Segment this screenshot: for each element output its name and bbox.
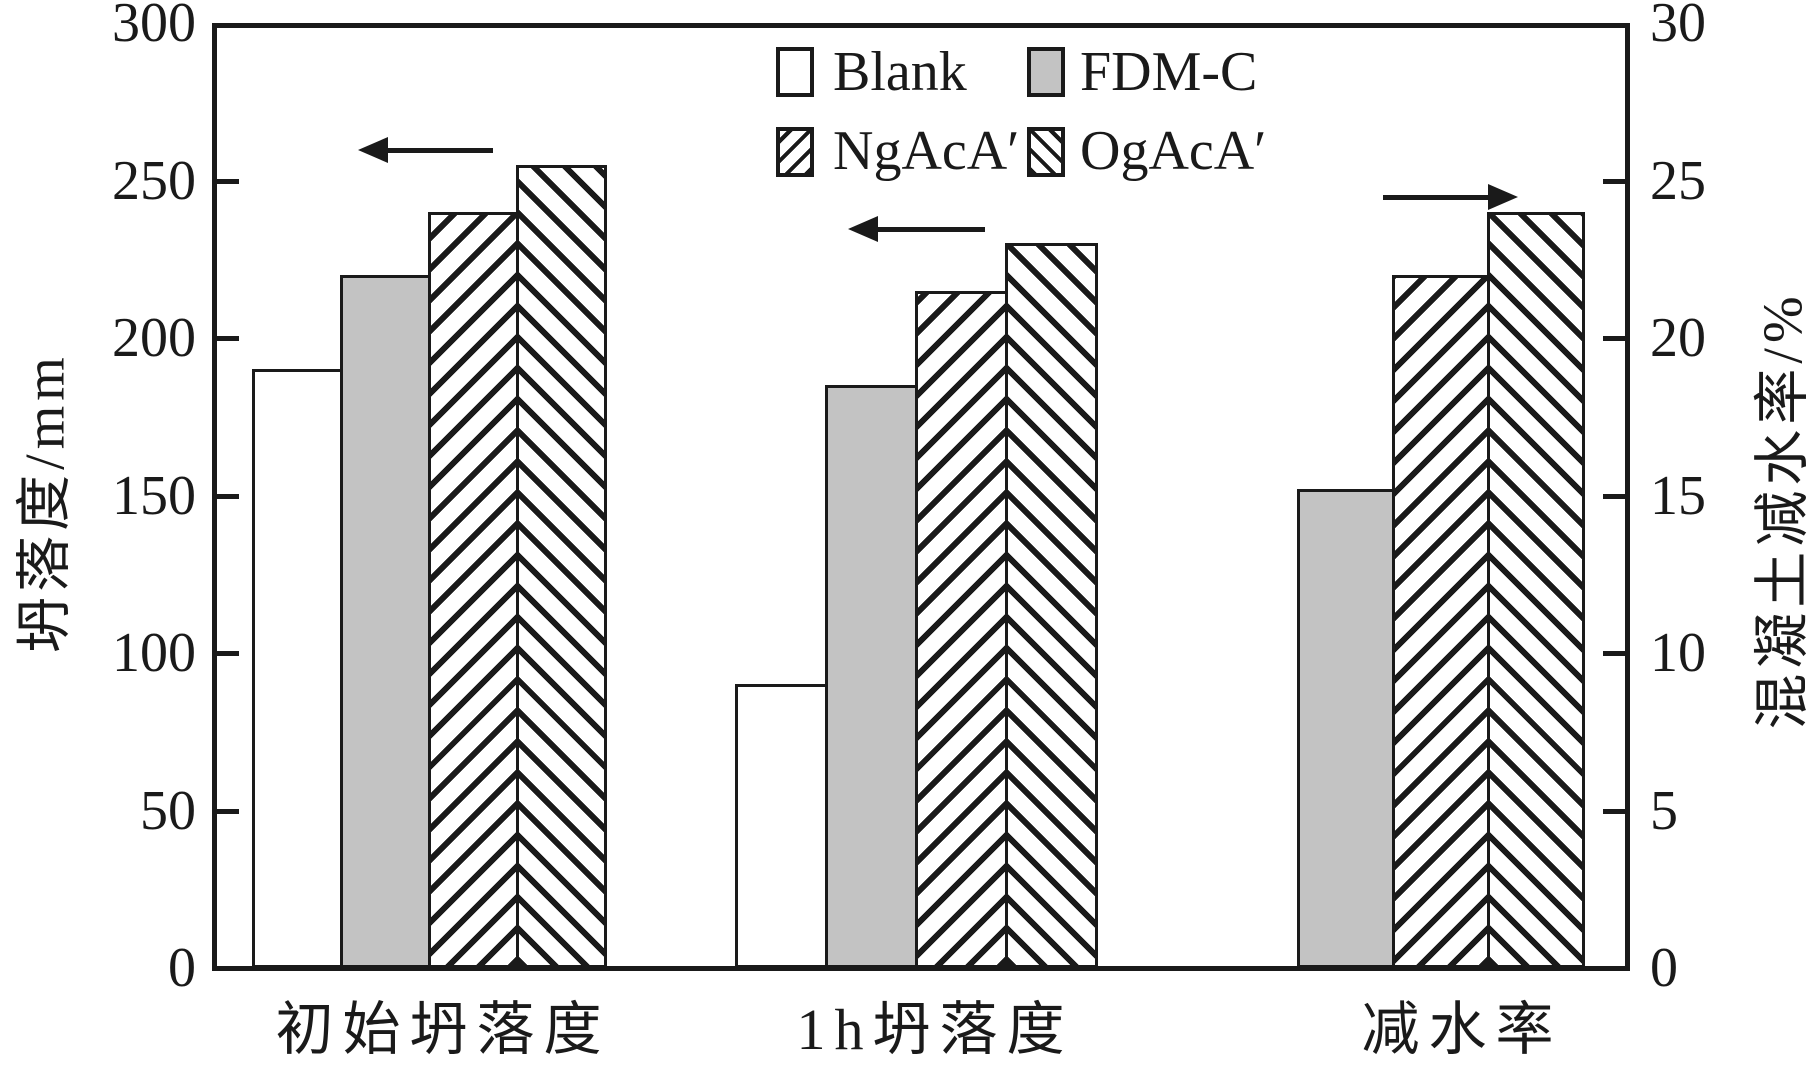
right-tick-label: 25 <box>1650 150 1706 212</box>
arrow-head-right-icon <box>1488 184 1518 210</box>
bar-FDMC-group3 <box>1297 489 1395 968</box>
legend-label-blank: Blank <box>833 41 967 103</box>
right-axis-title: 混凝土减水率/% <box>1752 291 1811 730</box>
arrow-head-left-icon <box>848 216 878 242</box>
legend-label-fdmc: FDM-C <box>1080 41 1258 103</box>
left-tick-label: 300 <box>112 0 196 54</box>
legend-swatch-blank <box>776 47 814 97</box>
legend-swatch-ngaca <box>776 127 814 177</box>
bar-FDMC-group1 <box>340 275 431 968</box>
arrow-head-left-icon <box>358 137 388 163</box>
arrow-line <box>384 148 493 153</box>
right-tick <box>1603 179 1625 184</box>
right-tick-label: 0 <box>1650 937 1678 999</box>
bar-OgAcA-group3 <box>1487 212 1585 968</box>
legend-swatch-fdmc <box>1027 47 1065 97</box>
right-tick-label: 5 <box>1650 780 1678 842</box>
left-tick <box>217 651 239 656</box>
left-tick-label: 150 <box>112 465 196 527</box>
bar-OgAcA-group2 <box>1005 243 1098 968</box>
right-tick <box>1603 494 1625 499</box>
bar-OgAcA-group1 <box>516 165 607 968</box>
bar-NgAcA-group1 <box>428 212 519 968</box>
left-tick-label: 250 <box>112 150 196 212</box>
legend-swatch-ogaca <box>1027 127 1065 177</box>
left-tick-label: 0 <box>168 937 196 999</box>
left-tick <box>217 809 239 814</box>
left-tick <box>217 494 239 499</box>
legend-label-ogaca: OgAcA′ <box>1080 120 1267 182</box>
bar-NgAcA-group3 <box>1392 275 1490 968</box>
left-tick-label: 100 <box>112 622 196 684</box>
arrow-line <box>874 227 985 232</box>
right-tick <box>1603 336 1625 341</box>
bar-Blank-group2 <box>735 684 828 968</box>
right-tick-label: 30 <box>1650 0 1706 54</box>
category-label-initial-slump: 初始坍落度 <box>275 997 611 1062</box>
left-tick <box>217 179 239 184</box>
bar-FDMC-group2 <box>825 385 918 968</box>
left-tick-label: 50 <box>140 780 196 842</box>
category-label-water-reduction: 减水率 <box>1361 997 1563 1062</box>
bar-NgAcA-group2 <box>915 291 1008 968</box>
right-tick-label: 10 <box>1650 622 1706 684</box>
right-tick <box>1603 651 1625 656</box>
right-tick <box>1603 809 1625 814</box>
arrow-line <box>1383 195 1490 200</box>
right-tick-label: 20 <box>1650 307 1706 369</box>
right-tick-label: 15 <box>1650 465 1706 527</box>
legend-label-ngaca: NgAcA′ <box>833 120 1020 182</box>
left-tick-label: 200 <box>112 307 196 369</box>
bar-Blank-group1 <box>252 369 343 968</box>
left-axis-title: 坍落度/mm <box>14 352 77 653</box>
category-label-1h-slump: 1h坍落度 <box>796 997 1074 1062</box>
left-tick <box>217 336 239 341</box>
